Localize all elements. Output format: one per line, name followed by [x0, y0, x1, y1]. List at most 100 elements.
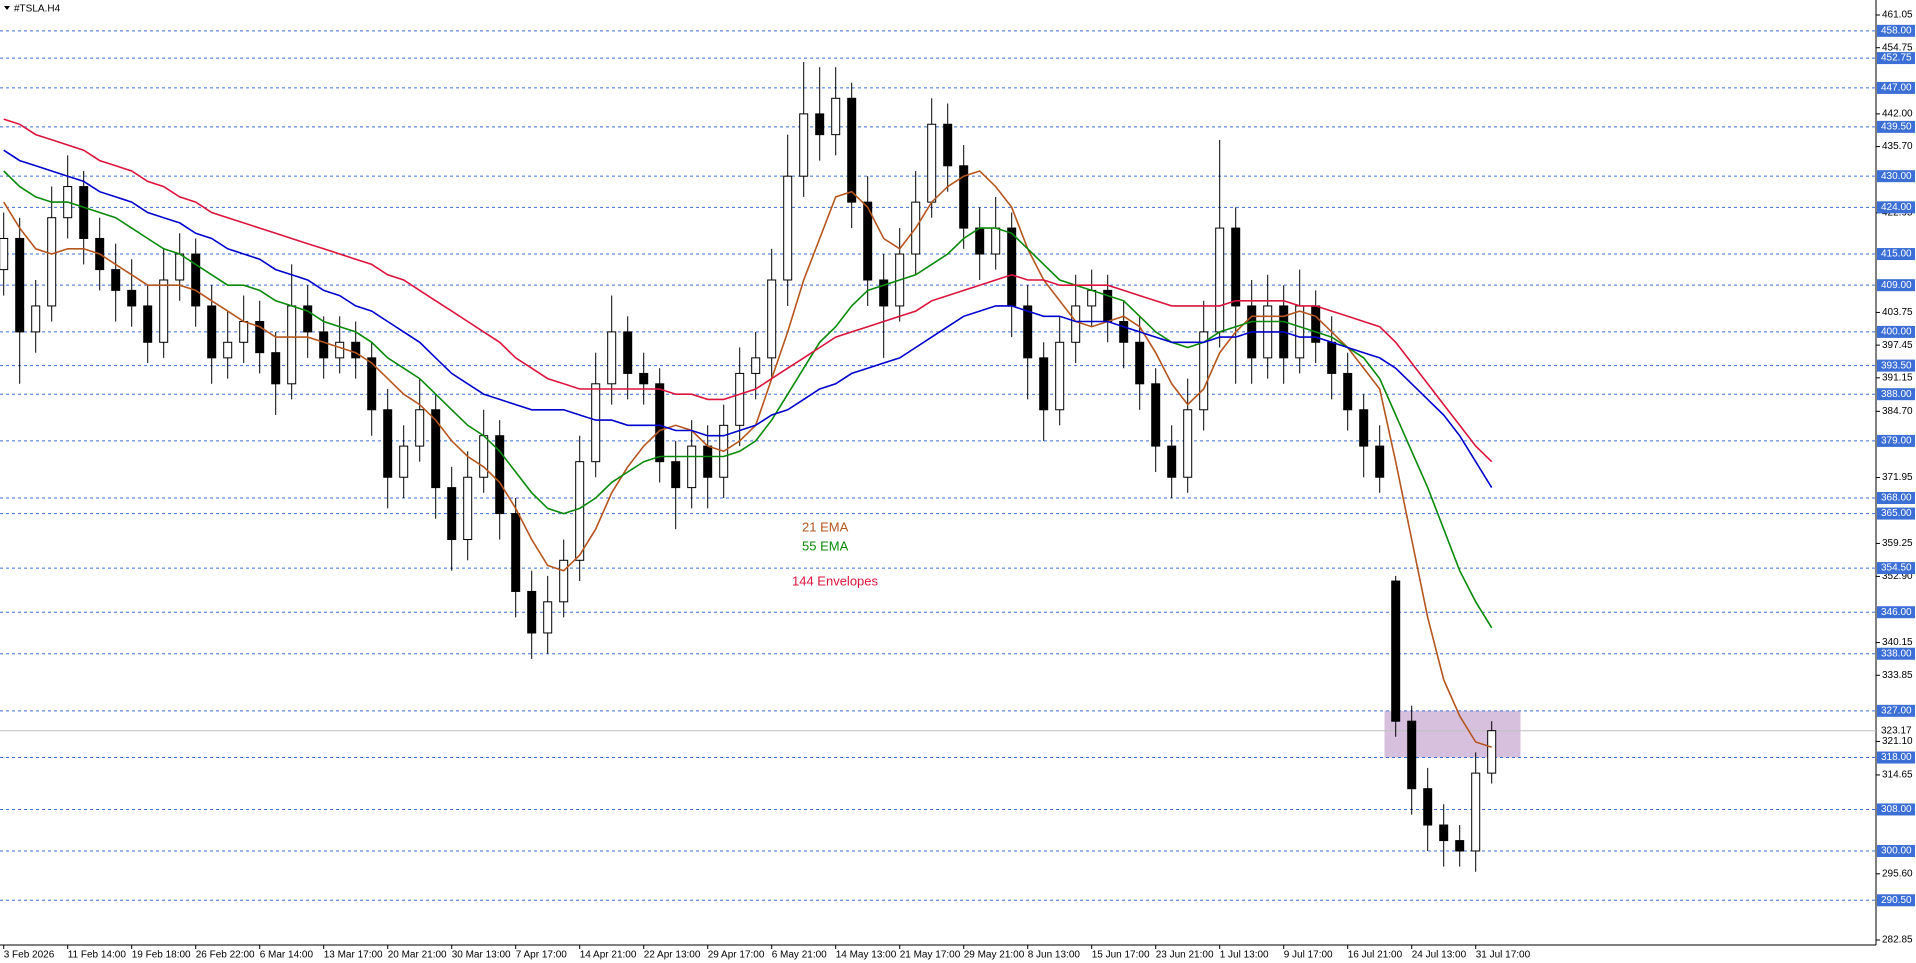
level-label: 400.00 — [1881, 327, 1912, 338]
candle-body — [1423, 788, 1433, 826]
level-label: 458.00 — [1881, 25, 1912, 36]
y-tick-label: 397.45 — [1882, 340, 1913, 351]
candle-body — [783, 175, 793, 281]
x-tick-label: 14 Apr 21:00 — [580, 950, 637, 961]
candle-body — [1439, 824, 1449, 842]
x-tick-label: 6 May 21:00 — [772, 950, 827, 961]
candle-body — [991, 227, 1001, 255]
candle-body — [415, 409, 425, 447]
level-label-bg — [1877, 704, 1915, 717]
candle-body — [0, 237, 9, 271]
x-tick-label: 6 Mar 14:00 — [260, 950, 314, 961]
y-tick-label: 371.95 — [1882, 472, 1913, 483]
y-tick-label: 282.85 — [1882, 935, 1913, 946]
candle-body — [799, 113, 809, 177]
candle-body — [1039, 357, 1049, 411]
last-price-label: 323.17 — [1881, 725, 1912, 736]
candle-body — [831, 97, 841, 136]
candle-body — [479, 435, 489, 478]
candle-body — [383, 409, 393, 478]
candle-body — [1391, 580, 1401, 722]
level-label: 379.00 — [1881, 436, 1912, 447]
candle-body — [1007, 227, 1017, 307]
level-label-bg — [1877, 751, 1915, 764]
candle-body — [79, 186, 89, 239]
candle-body — [1199, 331, 1209, 411]
x-tick-label: 11 Feb 14:00 — [68, 950, 127, 961]
y-tick-label: 435.70 — [1882, 141, 1913, 152]
level-label-bg — [1877, 803, 1915, 816]
candle-body — [1071, 305, 1081, 343]
x-tick-label: 16 Jul 21:00 — [1348, 950, 1403, 961]
candle-body — [1183, 409, 1193, 478]
candle-body — [575, 461, 585, 561]
candle-body — [623, 331, 633, 374]
x-tick-label: 9 Jul 17:00 — [1284, 950, 1333, 961]
candle-body — [319, 331, 329, 359]
candle-body — [591, 383, 601, 463]
candle-body — [735, 372, 745, 426]
y-tick-label: 391.15 — [1882, 372, 1913, 383]
candle-body — [223, 341, 233, 359]
candle-body — [1471, 772, 1481, 852]
level-label-bg — [1877, 606, 1915, 619]
level-label: 447.00 — [1881, 83, 1912, 94]
y-tick-label: 321.10 — [1882, 736, 1913, 747]
level-label-bg — [1877, 279, 1915, 292]
x-tick-label: 7 Apr 17:00 — [516, 950, 568, 961]
y-tick-label: 333.85 — [1882, 670, 1913, 681]
chart-title: #TSLA.H4 — [14, 4, 61, 15]
ema21-annotation: 21 EMA — [802, 519, 849, 534]
candle-body — [15, 237, 25, 333]
x-tick-label: 15 Jun 17:00 — [1092, 950, 1150, 961]
candle-body — [1487, 730, 1497, 774]
x-tick-label: 29 Apr 17:00 — [708, 950, 765, 961]
level-label: 409.00 — [1881, 280, 1912, 291]
candle-body — [111, 269, 121, 291]
level-label-bg — [1877, 248, 1915, 261]
candle-body — [399, 445, 409, 478]
candle-body — [1327, 341, 1337, 374]
candle-body — [1375, 445, 1385, 478]
x-tick-label: 31 Jul 17:00 — [1476, 950, 1531, 961]
level-label-bg — [1877, 434, 1915, 447]
y-tick-label: 454.75 — [1882, 42, 1913, 53]
candle-body — [47, 217, 57, 307]
candle-body — [255, 321, 265, 354]
x-tick-label: 13 Mar 17:00 — [324, 950, 383, 961]
level-label: 308.00 — [1881, 804, 1912, 815]
level-label-bg — [1877, 894, 1915, 907]
y-tick-label: 352.90 — [1882, 571, 1913, 582]
candle-body — [1215, 227, 1225, 333]
candle-body — [751, 357, 761, 374]
x-tick-label: 1 Jul 13:00 — [1220, 950, 1269, 961]
candle-body — [1023, 305, 1033, 359]
candle-body — [303, 305, 313, 333]
level-label: 327.00 — [1881, 705, 1912, 716]
y-tick-label: 314.65 — [1882, 770, 1913, 781]
menu-arrow[interactable] — [4, 6, 10, 10]
candle-body — [191, 253, 201, 307]
x-tick-label: 21 May 17:00 — [900, 950, 961, 961]
level-label-bg — [1877, 24, 1915, 37]
candle-body — [1119, 321, 1129, 343]
candle-body — [127, 289, 137, 307]
candle-body — [495, 435, 505, 515]
level-label: 300.00 — [1881, 846, 1912, 857]
candle-body — [687, 445, 697, 489]
candle-body — [959, 165, 969, 229]
level-label: 318.00 — [1881, 752, 1912, 763]
x-tick-label: 20 Mar 21:00 — [388, 950, 447, 961]
y-tick-label: 461.05 — [1882, 10, 1913, 21]
candle-body — [287, 305, 297, 385]
candle-body — [879, 279, 889, 307]
candle-body — [159, 279, 169, 343]
candle-body — [1151, 383, 1161, 447]
level-label-bg — [1877, 844, 1915, 857]
candle-body — [1055, 341, 1065, 411]
candle-body — [1295, 305, 1305, 359]
y-tick-label: 340.15 — [1882, 637, 1913, 648]
